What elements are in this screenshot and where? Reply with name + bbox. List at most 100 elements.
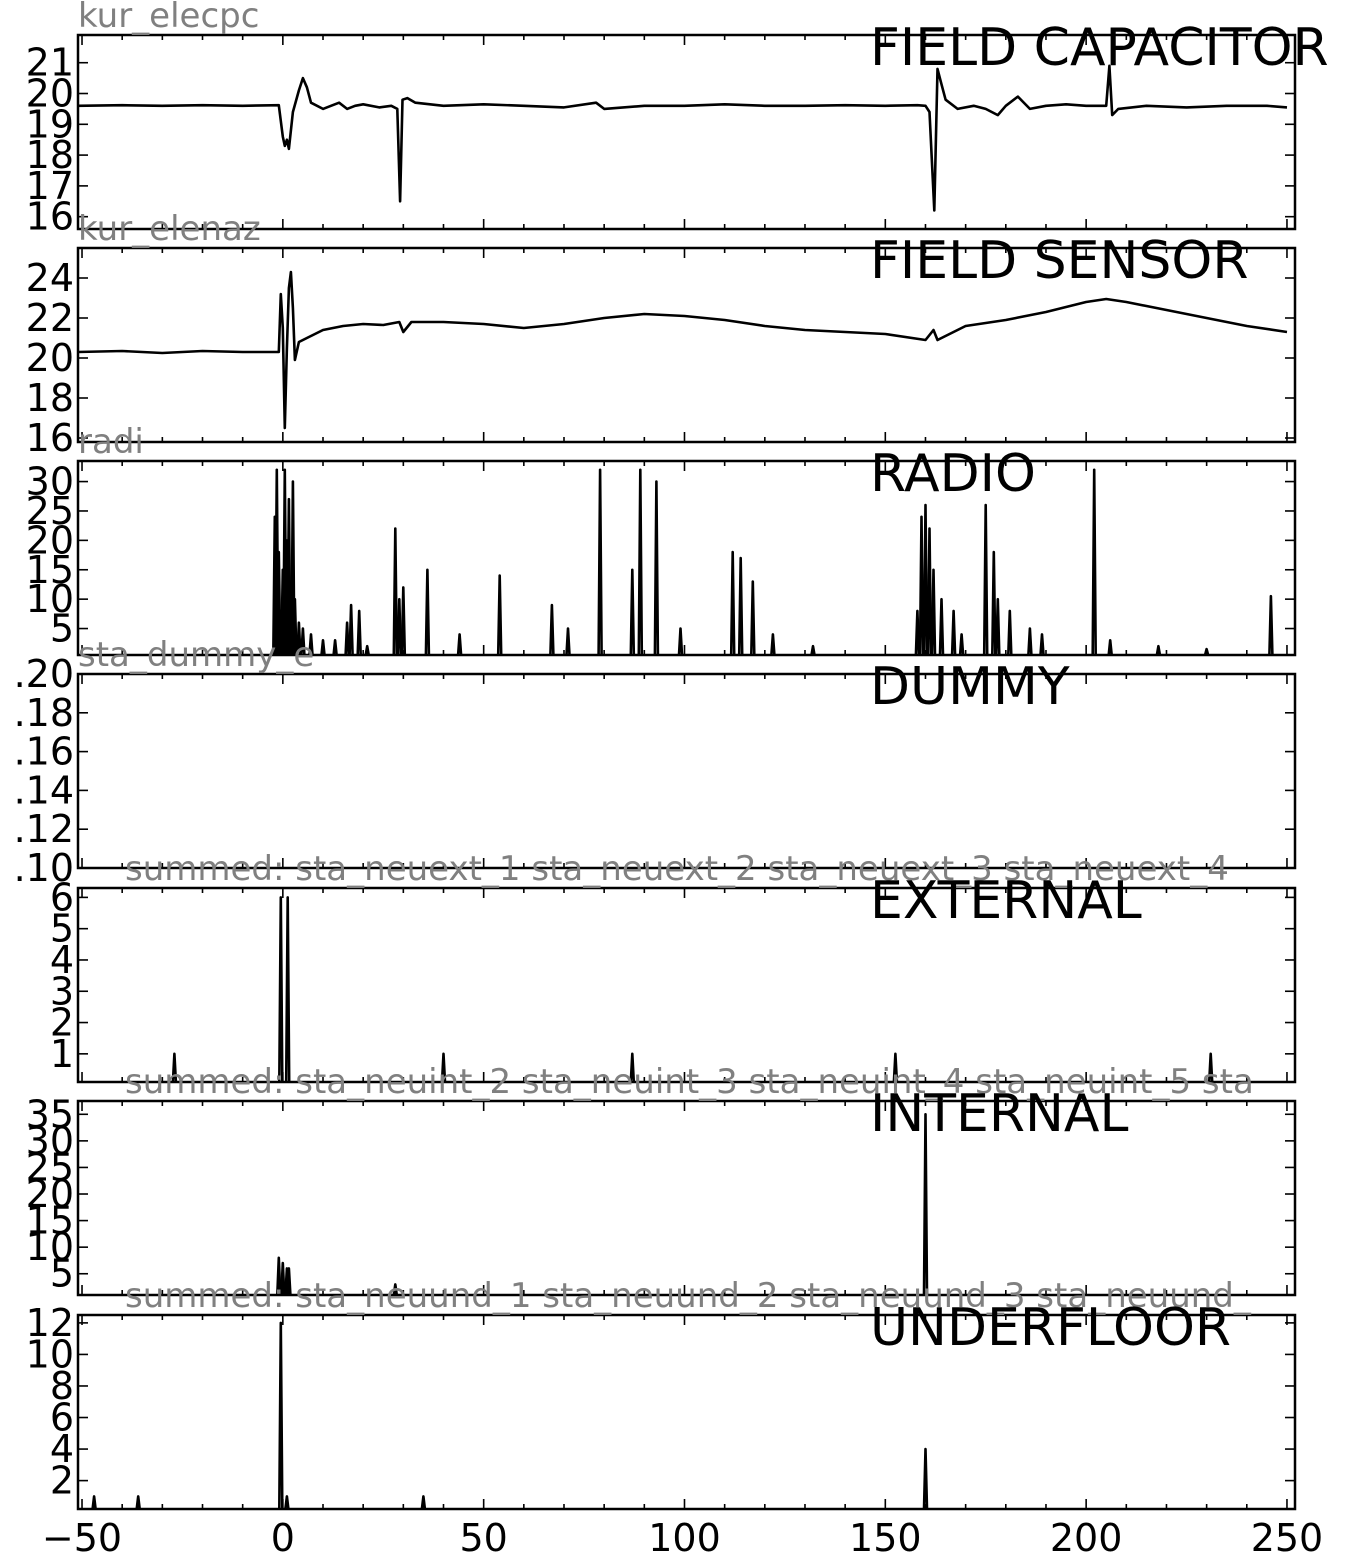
y-tick-label: .14 — [14, 768, 74, 812]
y-tick-label: 18 — [26, 376, 74, 420]
panel-frame — [76, 1099, 1297, 1297]
y-tick-label: 20 — [26, 1172, 74, 1216]
spike-point — [91, 1495, 97, 1510]
spike-point — [958, 633, 965, 656]
spike-point — [922, 1447, 929, 1510]
y-tick-label: 6 — [50, 1396, 74, 1440]
y-tick-label: 8 — [50, 1364, 74, 1408]
spike-point — [1107, 639, 1113, 656]
spike-point — [930, 568, 937, 656]
spike-point — [278, 896, 284, 1083]
y-tick-label: 18 — [26, 133, 74, 177]
x-tick-label: 50 — [459, 1516, 507, 1560]
panel-frame — [76, 886, 1297, 1084]
y-tick-label: 5 — [50, 607, 74, 651]
y-tick-label: 12 — [26, 1301, 74, 1345]
spike-point — [392, 527, 399, 656]
spike-point — [1155, 644, 1162, 656]
spike-point — [356, 609, 362, 656]
panel-channel-label: summed: sta_neuext_1 sta_neuext_2 sta_ne… — [125, 849, 1229, 889]
y-tick-label: .10 — [14, 846, 74, 890]
panel-frame — [76, 1313, 1297, 1511]
spike-point — [770, 633, 776, 656]
y-tick-label: .16 — [14, 730, 74, 774]
spike-point — [914, 609, 921, 656]
spike-point — [420, 1495, 427, 1510]
spike-point — [729, 550, 736, 656]
panel-channel-label: sta_dummy_e — [78, 635, 314, 675]
y-tick-label: 15 — [26, 548, 74, 592]
y-tick-label: 21 — [26, 41, 74, 85]
spike-point — [950, 609, 957, 656]
spike-point — [320, 639, 326, 656]
y-tick-label: 4 — [50, 938, 74, 982]
y-tick-label: 15 — [26, 1199, 74, 1243]
panel-title: RADIO — [870, 444, 1036, 504]
spike-point — [991, 550, 997, 656]
spike-point — [629, 568, 636, 656]
spike-point — [456, 633, 463, 656]
x-tick-label: 100 — [648, 1516, 721, 1560]
spike-point — [348, 603, 354, 656]
panel-frame — [76, 459, 1297, 657]
spike-point — [737, 556, 744, 656]
spike-point — [332, 639, 338, 656]
spike-point — [1007, 609, 1013, 656]
spike-point — [292, 597, 298, 656]
y-tick-label: 5 — [50, 1252, 74, 1296]
y-tick-label: 24 — [26, 256, 74, 300]
spike-point — [637, 468, 644, 656]
panel-title: EXTERNAL — [870, 871, 1142, 931]
y-tick-label: 25 — [26, 1145, 74, 1189]
spike-point — [400, 586, 407, 656]
spike-point — [995, 597, 1001, 656]
spike-point — [982, 503, 989, 656]
spike-point — [286, 1267, 292, 1296]
spike-point — [565, 627, 571, 656]
spike-point — [653, 480, 660, 656]
spike-point — [1091, 468, 1097, 656]
spike-point — [344, 621, 350, 656]
panel-title: FIELD CAPACITOR — [870, 18, 1329, 78]
y-tick-label: 20 — [26, 72, 74, 116]
spike-point — [364, 644, 370, 656]
y-tick-label: 16 — [26, 195, 74, 239]
series-line — [77, 64, 1288, 212]
panel-frame — [76, 33, 1297, 231]
panel-channel-label: summed: sta_neuund_1 sta_neuund_2 sta_ne… — [125, 1276, 1252, 1316]
y-tick-label: .12 — [14, 807, 74, 851]
spike-point — [496, 574, 503, 656]
y-tick-label: 17 — [26, 164, 74, 208]
spike-point — [549, 603, 555, 656]
y-tick-label: 30 — [26, 460, 74, 504]
spike-point — [892, 1052, 899, 1083]
panel-title: DUMMY — [870, 657, 1070, 717]
y-tick-label: 2 — [50, 1459, 74, 1503]
spike-point — [396, 597, 403, 656]
panel-title: INTERNAL — [870, 1084, 1128, 1144]
spike-point — [280, 1261, 286, 1296]
y-tick-label: .18 — [14, 691, 74, 735]
spike-point — [810, 644, 816, 656]
panel-4: .10.12.14.16.18.20 sta_dummy_e DUMMY — [14, 635, 1297, 890]
spike-point — [1027, 627, 1033, 656]
y-tick-label: 5 — [50, 907, 74, 951]
y-tick-label: 1 — [50, 1032, 74, 1076]
y-tick-label: 16 — [26, 416, 74, 460]
spike-point — [284, 1495, 290, 1510]
panel-title: FIELD SENSOR — [870, 231, 1248, 291]
spike-point — [922, 503, 929, 656]
spike-point — [171, 1052, 178, 1083]
spike-point — [629, 1052, 636, 1083]
y-tick-label: 4 — [50, 1427, 74, 1471]
y-tick-label: 22 — [26, 296, 74, 340]
spike-point — [135, 1495, 141, 1510]
y-tick-label: 10 — [26, 1225, 74, 1269]
spike-point — [392, 1283, 399, 1296]
y-tick-label: .20 — [14, 652, 74, 696]
spike-point — [278, 1321, 284, 1510]
x-tick-label: 150 — [849, 1516, 922, 1560]
y-tick-label: 19 — [26, 102, 74, 146]
